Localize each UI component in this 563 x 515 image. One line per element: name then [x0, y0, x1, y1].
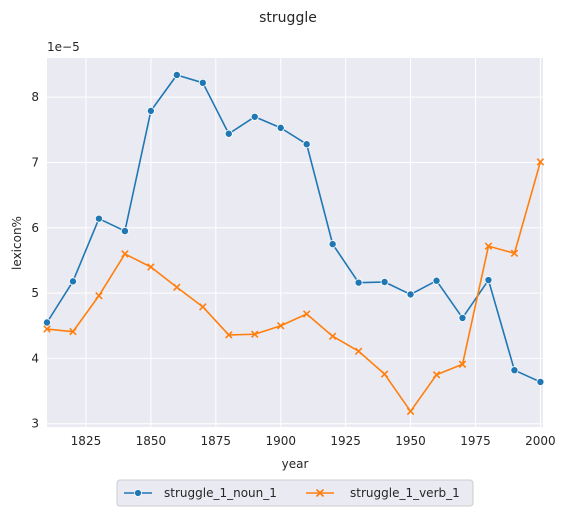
y-tick-label: 6 [31, 221, 39, 235]
data-point-verb [276, 322, 285, 330]
data-point-verb [250, 330, 259, 339]
data-point-verb [510, 249, 519, 258]
series-line-verb [46, 161, 542, 413]
x-tick-label: 1900 [265, 434, 296, 448]
legend-marker-verb [315, 488, 325, 498]
data-point-verb [43, 325, 51, 333]
chart-title: struggle [259, 10, 317, 26]
series-layer [43, 70, 545, 416]
x-axis-title: year [282, 457, 309, 471]
y-tick-label: 3 [31, 417, 39, 431]
data-point-noun [510, 366, 519, 375]
y-scale-label: 1e−5 [47, 40, 80, 54]
x-tick-label: 1825 [71, 434, 102, 448]
x-tick-label: 1925 [330, 434, 361, 448]
data-point-noun [146, 106, 155, 115]
legend-label-noun: struggle_1_noun_1 [164, 486, 277, 500]
data-point-noun [380, 278, 389, 287]
y-tick-label: 8 [31, 90, 39, 104]
legend: struggle_1_noun_1 struggle_1_verb_1 [116, 479, 474, 507]
x-tick-label: 2000 [525, 434, 556, 448]
data-point-verb [147, 263, 155, 271]
data-point-noun [458, 313, 467, 322]
tick-labels: 1825 1850 1875 1900 1925 1950 1975 2000 3 4 5 6 7 8 [31, 90, 555, 448]
legend-box [116, 479, 474, 507]
series-line-noun [46, 74, 541, 383]
data-point-noun [43, 318, 52, 327]
x-tick-label: 1875 [201, 434, 232, 448]
data-point-verb [536, 158, 545, 166]
data-point-noun [276, 123, 285, 132]
data-point-noun [68, 277, 77, 286]
data-point-verb [199, 303, 207, 311]
x-tick-label: 1950 [395, 434, 426, 448]
data-point-noun [302, 140, 311, 149]
data-point-verb [225, 331, 233, 339]
data-point-verb [458, 360, 467, 369]
plot-area [47, 58, 543, 427]
data-point-noun [406, 290, 415, 299]
y-tick-label: 4 [31, 351, 39, 365]
data-point-verb [95, 291, 103, 300]
data-point-verb [121, 250, 129, 258]
data-point-verb [69, 327, 77, 336]
data-point-verb [432, 370, 441, 379]
data-point-verb [406, 407, 415, 416]
x-tick-label: 1975 [460, 434, 491, 448]
data-point-verb [302, 310, 311, 318]
data-point-noun [224, 129, 233, 138]
y-tick-label: 5 [31, 286, 39, 300]
data-point-noun [198, 78, 207, 87]
data-point-noun [94, 214, 103, 223]
data-point-noun [120, 227, 129, 236]
data-point-verb [328, 332, 337, 340]
data-point-noun [536, 377, 545, 386]
data-point-verb [484, 242, 493, 250]
legend-marker-noun [134, 489, 142, 497]
y-tick-label: 7 [31, 155, 39, 169]
data-point-noun [328, 240, 337, 249]
data-point-noun [172, 70, 181, 79]
data-point-noun [354, 278, 363, 287]
data-point-verb [354, 347, 363, 356]
data-point-noun [432, 276, 441, 285]
data-point-verb [173, 283, 181, 292]
data-point-noun [250, 112, 259, 121]
x-tick-label: 1850 [136, 434, 167, 448]
y-axis-title: lexicon% [10, 216, 24, 270]
data-point-noun [484, 276, 493, 285]
legend-label-verb: struggle_1_verb_1 [350, 486, 460, 500]
data-point-verb [380, 370, 389, 378]
grid-lines [47, 58, 543, 427]
